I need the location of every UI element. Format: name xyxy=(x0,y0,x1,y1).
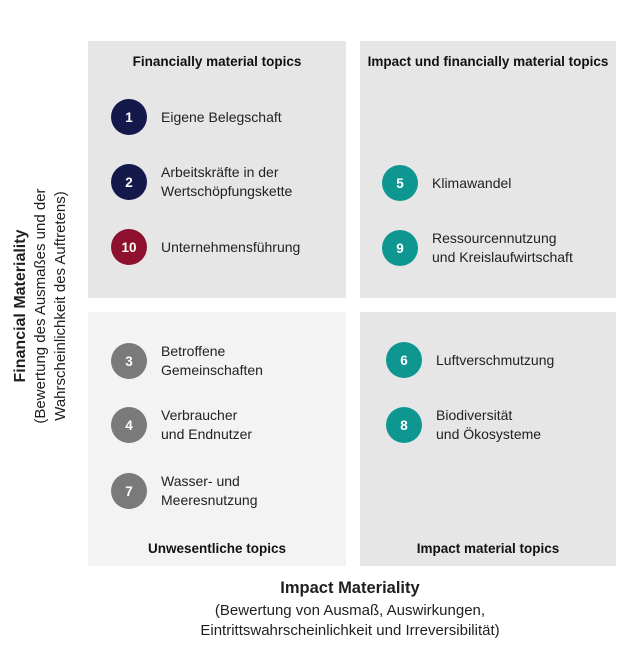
topic-number-badge: 6 xyxy=(386,342,422,378)
quadrant-financially-material: Financially material topics 1 Eigene Bel… xyxy=(88,41,346,298)
topic-number-badge: 4 xyxy=(111,407,147,443)
topic-item: 3 Betroffene Gemeinschaften xyxy=(111,342,263,380)
topic-item: 5 Klimawandel xyxy=(382,165,511,201)
topic-item: 6 Luftverschmutzung xyxy=(386,342,554,378)
quadrant-impact-and-financially-material: Impact und financially material topics 5… xyxy=(360,41,616,298)
topic-label: Wasser- und Meeresnutzung xyxy=(161,473,258,508)
topic-number-badge: 3 xyxy=(111,343,147,379)
topic-number-badge: 2 xyxy=(111,164,147,200)
topic-item: 7 Wasser- und Meeresnutzung xyxy=(111,472,258,510)
y-axis-subtitle: (Bewertung des Ausmaßes und der Wahrsche… xyxy=(32,188,69,424)
x-axis-title: Impact Materiality xyxy=(280,579,420,597)
topic-label: Arbeitskräfte in der Wertschöpfungskette xyxy=(161,164,293,199)
x-axis-subtitle: (Bewertung von Ausmaß, Auswirkungen, Ein… xyxy=(200,602,500,639)
topic-item: 8 Biodiversität und Ökosysteme xyxy=(386,406,541,444)
topic-label: Unternehmensführung xyxy=(161,238,301,255)
topic-label: Klimawandel xyxy=(432,174,512,191)
quadrant-title: Impact material topics xyxy=(416,541,560,556)
topic-number-badge: 8 xyxy=(386,407,422,443)
quadrant-non-material: 3 Betroffene Gemeinschaften 4 Verbrauche… xyxy=(88,312,346,566)
x-axis-label: Impact Materiality (Bewertung von Ausmaß… xyxy=(100,577,600,641)
topic-number-badge: 7 xyxy=(111,473,147,509)
topic-number-badge: 10 xyxy=(111,229,147,265)
topic-label: Luftverschmutzung xyxy=(436,351,555,368)
y-axis-title: Financial Materiality xyxy=(12,229,29,383)
topic-number-badge: 9 xyxy=(382,230,418,266)
topic-label: Betroffene Gemeinschaften xyxy=(161,343,263,378)
topic-label: Eigene Belegschaft xyxy=(161,108,282,125)
topic-item: 10 Unternehmensführung xyxy=(111,229,300,265)
topic-label: Verbraucher und Endnutzer xyxy=(161,407,253,442)
quadrant-title: Unwesentliche topics xyxy=(147,541,287,556)
y-axis-label: Financial Materiality (Bewertung des Aus… xyxy=(11,141,71,471)
topic-item: 1 Eigene Belegschaft xyxy=(111,99,282,135)
quadrant-title: Financially material topics xyxy=(132,54,302,69)
quadrant-impact-material: 6 Luftverschmutzung 8 Biodiversität und … xyxy=(360,312,616,566)
topic-item: 4 Verbraucher und Endnutzer xyxy=(111,406,252,444)
topic-number-badge: 5 xyxy=(382,165,418,201)
topic-item: 2 Arbeitskräfte in der Wertschöpfungsket… xyxy=(111,163,292,201)
topic-number-badge: 1 xyxy=(111,99,147,135)
quadrant-title: Impact und financially material topics xyxy=(367,54,609,69)
topic-label: Biodiversität und Ökosysteme xyxy=(436,407,542,442)
topic-label: Ressourcennutzung und Kreislaufwirtschaf… xyxy=(432,230,573,265)
topic-item: 9 Ressourcennutzung und Kreislaufwirtsch… xyxy=(382,229,573,267)
